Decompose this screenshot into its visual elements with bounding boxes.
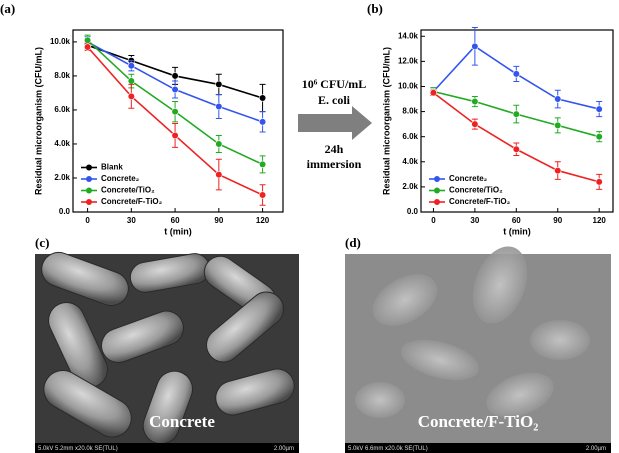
- y-tick-label: 6.0k: [402, 132, 418, 141]
- x-tick-label: 30: [127, 216, 136, 225]
- marker: [216, 171, 223, 178]
- marker: [554, 96, 561, 103]
- x-tick-label: 90: [214, 216, 223, 225]
- legend-label: Concrete/F-TiO₂: [101, 197, 163, 206]
- x-axis-title: t (min): [503, 226, 531, 236]
- figure: 10⁶ CFU/mL E. coli 24h immersion (c) Con…: [0, 0, 619, 453]
- x-tick-label: 90: [553, 216, 562, 225]
- y-axis-title: Residual microorganism (CFU/mL): [381, 47, 391, 195]
- x-axis-title: t (min): [164, 226, 192, 236]
- image-caption: Concrete/F-TiO₂: [418, 412, 539, 431]
- y-tick-label: 0.0: [59, 207, 71, 216]
- marker: [259, 95, 266, 102]
- panel-label: (b): [367, 1, 383, 16]
- marker: [554, 122, 561, 129]
- y-tick-label: 8.0k: [54, 71, 70, 80]
- x-tick-label: 0: [431, 216, 436, 225]
- marker: [513, 71, 520, 78]
- y-tick-label: 8.0k: [402, 107, 418, 116]
- y-tick-label: 14.0k: [398, 31, 419, 40]
- legend-marker: [434, 176, 440, 182]
- marker: [259, 161, 266, 168]
- arrow-text: 24h: [325, 142, 344, 156]
- legend-label: Concrete/TiO₂: [449, 186, 503, 195]
- marker: [128, 78, 135, 85]
- y-tick-label: 2.0k: [54, 173, 70, 182]
- marker: [172, 132, 179, 139]
- y-tick-label: 0.0: [407, 207, 419, 216]
- marker: [216, 141, 223, 148]
- marker: [596, 133, 603, 140]
- legend-marker: [434, 188, 440, 194]
- marker: [128, 93, 135, 100]
- marker: [596, 179, 603, 186]
- y-tick-label: 12.0k: [398, 56, 419, 65]
- panel-label: (d): [345, 235, 361, 250]
- arrow-text: 10⁶ CFU/mL: [302, 77, 367, 91]
- image-info: 5.0kV 6.6mm x20.0k SE(TUL): [348, 446, 428, 452]
- marker: [259, 192, 266, 199]
- marker: [513, 111, 520, 118]
- arrow: [298, 106, 372, 140]
- marker: [513, 146, 520, 153]
- legend-marker: [86, 176, 92, 182]
- marker: [554, 167, 561, 174]
- x-tick-label: 30: [470, 216, 479, 225]
- y-tick-label: 6.0k: [54, 105, 70, 114]
- legend-label: Concrete₂: [101, 174, 140, 183]
- marker: [430, 89, 437, 96]
- x-tick-label: 60: [171, 216, 180, 225]
- y-tick-label: 4.0k: [54, 139, 70, 148]
- marker: [128, 62, 135, 69]
- marker: [596, 106, 603, 113]
- marker: [84, 37, 91, 44]
- image-info: 5.0kV 5.2mm x20.0k SE(TUL): [38, 446, 118, 452]
- marker: [472, 121, 479, 128]
- marker: [472, 43, 479, 50]
- y-axis-title: Residual microorganism (CFU/mL): [33, 47, 43, 195]
- legend-marker: [434, 199, 440, 205]
- panel-label: (c): [35, 235, 49, 250]
- marker: [84, 44, 91, 51]
- legend-label: Concrete/TiO₂: [101, 186, 155, 195]
- marker: [172, 86, 179, 93]
- legend-label: Concrete/F-TiO₂: [449, 197, 511, 206]
- marker: [172, 73, 179, 80]
- scale-bar: 2.00µm: [586, 446, 606, 452]
- x-tick-label: 0: [85, 216, 90, 225]
- y-tick-label: 10.0k: [50, 37, 71, 46]
- arrow-text: immersion: [307, 157, 362, 171]
- marker: [472, 98, 479, 105]
- legend-marker: [86, 165, 92, 171]
- y-tick-label: 10.0k: [398, 82, 419, 91]
- marker: [259, 119, 266, 126]
- y-tick-label: 2.0k: [402, 182, 418, 191]
- legend-label: Concrete₂: [449, 174, 488, 183]
- legend-marker: [86, 188, 92, 194]
- arrow-text: E. coli: [318, 93, 351, 107]
- x-tick-label: 120: [593, 216, 607, 225]
- scale-bar: 2.00µm: [274, 446, 294, 452]
- legend-label: Blank: [101, 163, 123, 172]
- x-tick-label: 120: [256, 216, 270, 225]
- image-caption: Concrete: [149, 412, 215, 431]
- marker: [172, 108, 179, 115]
- legend-marker: [86, 199, 92, 205]
- panel-label: (a): [0, 1, 15, 16]
- x-tick-label: 60: [512, 216, 521, 225]
- marker: [216, 103, 223, 110]
- marker: [216, 81, 223, 88]
- y-tick-label: 4.0k: [402, 157, 418, 166]
